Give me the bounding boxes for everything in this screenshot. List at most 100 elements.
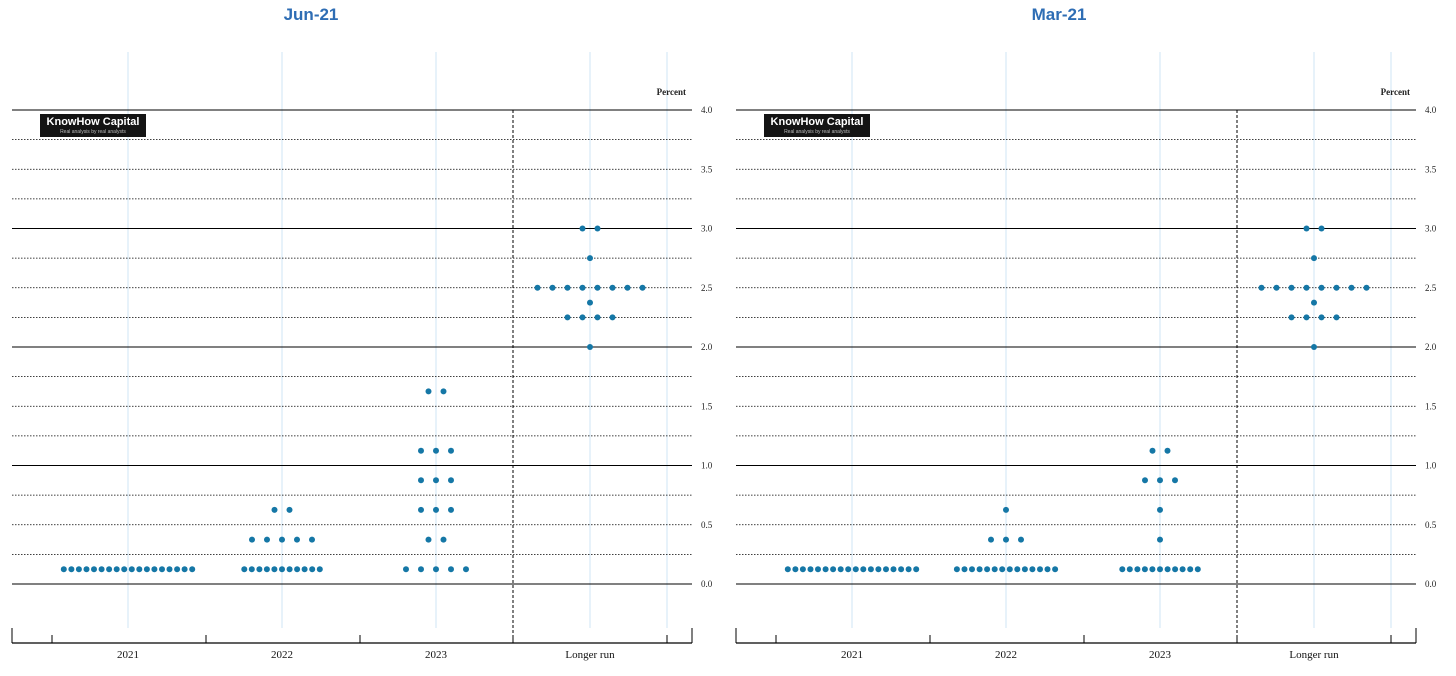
data-point <box>106 566 113 573</box>
data-point <box>988 536 994 543</box>
data-point <box>433 566 439 573</box>
data-point <box>1303 314 1310 321</box>
data-point <box>1164 447 1171 454</box>
data-point <box>799 566 806 573</box>
data-point <box>1141 566 1148 573</box>
data-point <box>792 566 799 573</box>
data-point <box>883 566 889 573</box>
data-point <box>174 566 181 573</box>
data-point <box>440 536 447 543</box>
data-point <box>418 477 424 484</box>
logo-background <box>764 114 870 137</box>
data-point <box>1044 566 1051 573</box>
data-point <box>418 447 424 454</box>
data-point <box>448 477 454 484</box>
data-point <box>961 566 968 573</box>
logo-background <box>40 114 146 137</box>
logo-title: KnowHow Capital <box>771 116 864 128</box>
data-point <box>1157 536 1163 543</box>
y-tick-label: 1.0 <box>701 461 713 471</box>
data-point <box>241 566 248 573</box>
x-tick-label: 2021 <box>117 649 139 661</box>
data-point <box>837 566 844 573</box>
x-tick-label: 2023 <box>1149 649 1172 661</box>
y-tick-label: 3.0 <box>701 224 713 234</box>
data-point <box>905 566 912 573</box>
x-tick-label: Longer run <box>1289 649 1339 661</box>
data-point <box>609 314 616 321</box>
data-point <box>860 566 867 573</box>
data-point <box>976 566 983 573</box>
data-point <box>564 284 571 291</box>
data-point <box>1157 506 1163 513</box>
y-tick-label: 0.0 <box>701 579 713 589</box>
data-point <box>256 566 263 573</box>
data-point <box>579 284 586 291</box>
data-point <box>68 566 75 573</box>
logo-subtitle: Real analysis by real analysts <box>60 129 126 135</box>
logo-title: KnowHow Capital <box>47 116 140 128</box>
data-point <box>898 566 905 573</box>
data-point <box>815 566 821 573</box>
data-point <box>1037 566 1043 573</box>
data-point <box>448 506 454 513</box>
y-tick-label: 2.0 <box>1425 342 1437 352</box>
data-point <box>1014 566 1021 573</box>
data-point <box>822 566 829 573</box>
data-point <box>1179 566 1186 573</box>
data-point <box>579 225 586 232</box>
data-point <box>845 566 852 573</box>
y-tick-label: 2.5 <box>701 283 713 293</box>
data-point <box>1311 255 1317 262</box>
data-point <box>271 506 278 513</box>
data-point <box>263 566 270 573</box>
data-point <box>594 314 601 321</box>
y-tick-label: 2.0 <box>701 342 713 352</box>
chart-title-mar21: Mar-21 <box>1031 5 1087 24</box>
data-point <box>181 566 188 573</box>
data-point <box>913 566 920 573</box>
data-point <box>624 284 631 291</box>
data-point <box>433 477 439 484</box>
data-point <box>1348 284 1355 291</box>
data-point <box>1172 566 1179 573</box>
data-point <box>784 566 791 573</box>
data-point <box>1029 566 1036 573</box>
data-point <box>440 388 447 395</box>
data-point <box>113 566 120 573</box>
data-point <box>1258 284 1265 291</box>
data-point <box>60 566 67 573</box>
data-point <box>1006 566 1013 573</box>
data-point <box>587 255 593 262</box>
data-point <box>166 566 173 573</box>
y-tick-label: 1.5 <box>701 401 713 411</box>
data-point <box>1333 284 1340 291</box>
data-point <box>121 566 128 573</box>
y-tick-label: 4.0 <box>701 105 713 115</box>
data-point <box>1149 566 1156 573</box>
data-point <box>301 566 308 573</box>
data-point <box>403 566 409 573</box>
data-point <box>564 314 571 321</box>
data-point <box>248 566 255 573</box>
data-point <box>309 566 316 573</box>
y-tick-label: 0.0 <box>1425 579 1437 589</box>
x-tick-label: 2022 <box>995 649 1017 661</box>
y-tick-label: 0.5 <box>701 520 713 530</box>
data-point <box>953 566 960 573</box>
data-point <box>425 536 432 543</box>
x-tick-label: 2021 <box>841 649 863 661</box>
x-tick-label: 2022 <box>271 649 293 661</box>
data-point <box>425 388 432 395</box>
dot-plot-mar21: 2021 2022 2023 Longer run 4.0 3.5 3.0 2.5 2.0 1.5… <box>735 52 1437 661</box>
x-tick-label: Longer run <box>565 649 615 661</box>
y-tick-label: 3.5 <box>1425 164 1437 174</box>
data-point <box>1311 299 1317 306</box>
data-point <box>594 284 601 291</box>
data-point <box>549 284 556 291</box>
chart-title-jun21: Jun-21 <box>283 5 339 24</box>
data-point <box>587 344 593 350</box>
data-point <box>867 566 874 573</box>
data-point <box>534 284 541 291</box>
data-point <box>249 536 255 543</box>
